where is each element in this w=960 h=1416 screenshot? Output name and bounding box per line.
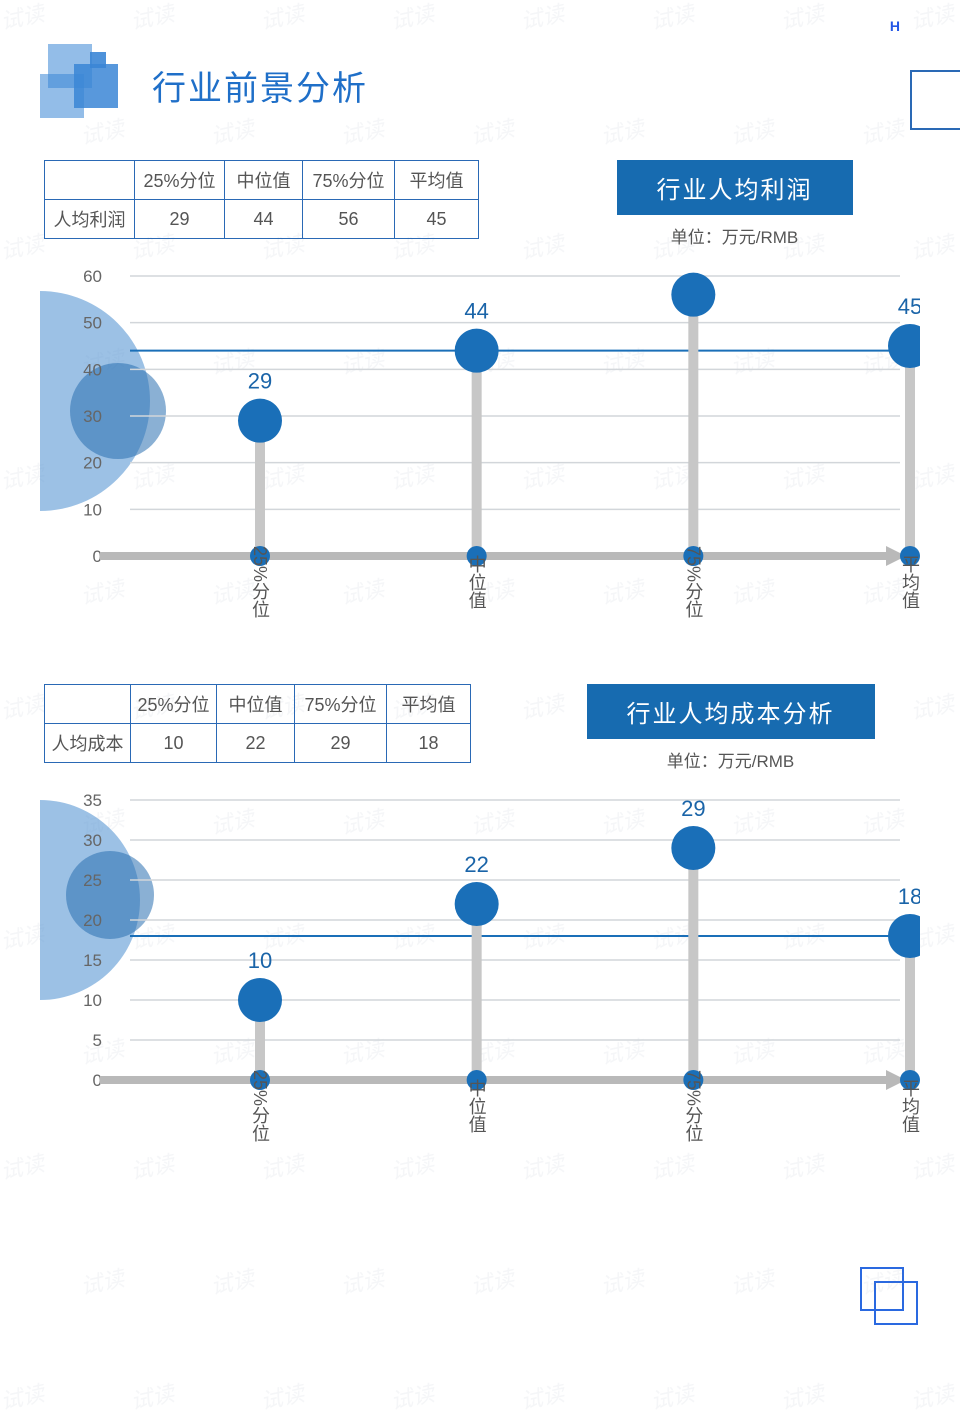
table-header-cell: 平均值 — [387, 685, 471, 724]
table-header-cell: 中位值 — [225, 161, 303, 200]
chart-top-dot — [238, 399, 282, 443]
x-tick-label: 75%分位 — [683, 1070, 703, 1142]
y-tick-label: 20 — [83, 911, 102, 930]
table-value-cell: 29 — [295, 724, 387, 763]
title-icon — [40, 40, 130, 130]
x-tick-label: 25%分位 — [250, 1070, 270, 1142]
table-row-label: 人均利润 — [45, 200, 135, 239]
deco-circle — [66, 851, 154, 939]
data-table: 25%分位中位值75%分位平均值人均成本10222918 — [44, 684, 471, 763]
chart-top-dot — [455, 329, 499, 373]
table-header-cell: 75%分位 — [303, 161, 395, 200]
table-value-cell: 22 — [217, 724, 295, 763]
x-tick-label: 平均值 — [900, 555, 920, 609]
y-tick-label: 10 — [83, 500, 102, 519]
table-header-cell: 25%分位 — [131, 685, 217, 724]
table-value-cell: 10 — [131, 724, 217, 763]
y-tick-label: 35 — [83, 791, 102, 810]
table-header-cell: 25%分位 — [135, 161, 225, 200]
data-table: 25%分位中位值75%分位平均值人均利润29445645 — [44, 160, 479, 239]
table-header-cell: 75%分位 — [295, 685, 387, 724]
table-value-cell: 45 — [395, 200, 479, 239]
y-tick-label: 60 — [83, 267, 102, 286]
title-row: 行业前景分析 — [40, 40, 920, 130]
table-value-cell: 18 — [387, 724, 471, 763]
y-tick-label: 30 — [83, 831, 102, 850]
chart-value-label: 22 — [464, 852, 488, 877]
page: H 行业前景分析 25%分位中位值75%分位平均值人均利润29445645行业人… — [0, 0, 960, 1200]
y-tick-label: 30 — [83, 407, 102, 426]
lollipop-chart: 01020304050602925%分位44中位值5675%分位45平均值 — [40, 266, 920, 676]
chart-value-label: 18 — [898, 884, 920, 909]
table-value-cell: 56 — [303, 200, 395, 239]
table-corner-cell — [45, 161, 135, 200]
y-tick-label: 40 — [83, 360, 102, 379]
y-tick-label: 50 — [83, 314, 102, 333]
x-tick-label: 中位值 — [467, 1079, 487, 1133]
x-tick-label: 25%分位 — [250, 546, 270, 618]
chart-value-label: 45 — [898, 294, 920, 319]
chart-value-label: 56 — [681, 266, 705, 268]
y-tick-label: 5 — [93, 1031, 102, 1050]
section-head: 25%分位中位值75%分位平均值人均利润29445645 行业人均利润单位：万元/… — [44, 160, 920, 248]
x-tick-label: 平均值 — [900, 1079, 920, 1133]
sections-container: 25%分位中位值75%分位平均值人均利润29445645行业人均利润单位：万元/… — [40, 160, 920, 1200]
section-head: 25%分位中位值75%分位平均值人均成本10222918 行业人均成本分析单位：万… — [44, 684, 920, 772]
badge-wrap: 行业人均利润单位：万元/RMB — [549, 160, 920, 248]
lollipop-chart: 051015202530351025%分位22中位值2975%分位18平均值 — [40, 790, 920, 1200]
chart-value-label: 29 — [248, 369, 272, 394]
y-tick-label: 25 — [83, 871, 102, 890]
page-title: 行业前景分析 — [152, 61, 368, 110]
chart-top-dot — [671, 826, 715, 870]
x-tick-label: 中位值 — [467, 555, 487, 609]
x-tick-label: 75%分位 — [683, 546, 703, 618]
chart-value-label: 10 — [248, 948, 272, 973]
section-badge: 行业人均利润 — [617, 160, 853, 215]
section-badge-sub: 单位：万元/RMB — [671, 223, 799, 248]
chart-top-dot — [671, 273, 715, 317]
section-badge: 行业人均成本分析 — [587, 684, 875, 739]
section-1: 25%分位中位值75%分位平均值人均成本10222918行业人均成本分析单位：万… — [40, 684, 920, 1200]
y-tick-label: 15 — [83, 951, 102, 970]
table-row-label: 人均成本 — [45, 724, 131, 763]
table-value-cell: 29 — [135, 200, 225, 239]
chart-top-dot — [238, 978, 282, 1022]
table-header-cell: 中位值 — [217, 685, 295, 724]
chart-value-label: 44 — [464, 299, 488, 324]
y-tick-label: 20 — [83, 454, 102, 473]
y-tick-label: 10 — [83, 991, 102, 1010]
table-corner-cell — [45, 685, 131, 724]
chart-top-dot — [888, 324, 920, 368]
chart-value-label: 29 — [681, 796, 705, 821]
section-0: 25%分位中位值75%分位平均值人均利润29445645行业人均利润单位：万元/… — [40, 160, 920, 676]
chart-top-dot — [455, 882, 499, 926]
corner-label: H — [890, 18, 900, 34]
table-header-cell: 平均值 — [395, 161, 479, 200]
badge-wrap: 行业人均成本分析单位：万元/RMB — [541, 684, 920, 772]
section-badge-sub: 单位：万元/RMB — [667, 747, 795, 772]
table-value-cell: 44 — [225, 200, 303, 239]
